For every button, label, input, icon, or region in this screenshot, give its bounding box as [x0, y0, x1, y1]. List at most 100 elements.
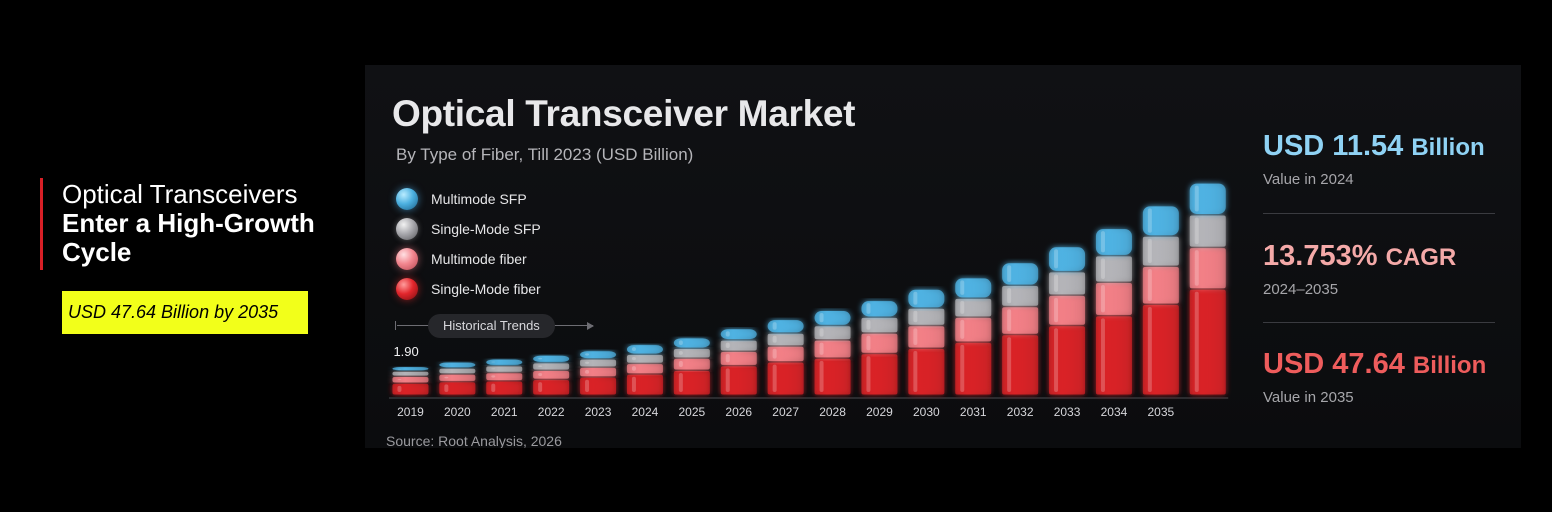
bar-2029 [861, 301, 898, 395]
bar-highlight [678, 350, 683, 355]
bar-highlight [1100, 258, 1105, 279]
bar-highlight [913, 291, 918, 305]
bar-highlight [397, 369, 402, 370]
bar-segment [1189, 248, 1226, 289]
x-tick-label: 2031 [960, 405, 987, 419]
bar-segment [580, 367, 617, 377]
bar-2032 [1002, 263, 1039, 395]
x-tick-label: 2032 [1007, 405, 1034, 419]
bar-segment [1049, 247, 1086, 271]
bar-segment [392, 371, 429, 376]
legend-swatch-icon [396, 188, 418, 210]
legend-item-single-mode-fiber: Single-Mode fiber [396, 274, 541, 304]
legend-item-multimode-fiber: Multimode fiber [396, 244, 541, 274]
bar-highlight [1007, 265, 1012, 282]
source-note: Source: Root Analysis, 2026 [386, 433, 562, 448]
bar-segment [814, 340, 851, 358]
bar-highlight [491, 361, 496, 363]
bar-segment [1095, 316, 1132, 395]
bar-2025 [673, 338, 710, 395]
bar-segment [861, 301, 898, 317]
stat-number: 13.753% [1263, 240, 1378, 272]
bar-segment [580, 377, 617, 395]
historical-trend-start-tick [395, 321, 396, 330]
bar-highlight [1194, 217, 1199, 245]
stat-value-2035: USD 47.64 Billion Value in 2035 [1263, 347, 1486, 406]
stat-headline: USD 47.64 Billion [1263, 347, 1486, 383]
bar-segment [673, 338, 710, 348]
stat-unit: Billion [1411, 134, 1485, 161]
bar-segment [1002, 335, 1039, 395]
bar-segment [580, 359, 617, 367]
bar-segment [1049, 295, 1086, 325]
bar-segment [533, 363, 570, 370]
bar-segment [955, 342, 992, 395]
legend-item-single-mode-sfp: Single-Mode SFP [396, 214, 541, 244]
bar-segment [486, 359, 523, 365]
x-tick-label: 2020 [444, 405, 471, 419]
bar-highlight [866, 303, 871, 314]
bar-2021 [486, 359, 523, 395]
bar-highlight [1194, 291, 1199, 392]
bar-segment [626, 345, 663, 354]
bar-segment [1142, 267, 1179, 304]
bar-highlight [725, 368, 730, 392]
stat-cagr: 13.753% CAGR 2024–2035 [1263, 239, 1456, 298]
bar-highlight [960, 300, 965, 314]
bar-segment [861, 354, 898, 395]
headline-bold: Enter a High-Growth Cycle [62, 208, 315, 267]
bar-segment [908, 289, 945, 308]
legend-swatch-icon [396, 248, 418, 270]
bar-highlight [1147, 208, 1152, 233]
bar-segment [908, 326, 945, 348]
bar-segment [955, 317, 992, 342]
x-tick-label: 2025 [678, 405, 705, 419]
bar-segment [1189, 215, 1226, 247]
bar-segment [439, 374, 476, 381]
bar-highlight [678, 340, 683, 345]
bar-segment [1142, 236, 1179, 266]
bar-segment [720, 340, 757, 351]
bar-highlight [772, 364, 777, 392]
bar-highlight [960, 344, 965, 392]
bar-highlight [1100, 284, 1105, 313]
bar-highlight [631, 357, 636, 361]
bar-highlight [772, 322, 777, 330]
bar-highlight [1007, 288, 1012, 304]
chart-card: Optical Transceiver Market By Type of Fi… [365, 65, 1521, 448]
bar-highlight [491, 368, 496, 370]
bar-segment [720, 366, 757, 395]
x-tick-label: 2026 [725, 405, 752, 419]
bar-highlight [960, 319, 965, 339]
bar-segment [814, 358, 851, 395]
bar-2031 [955, 278, 992, 395]
bar-2024 [626, 345, 663, 395]
stat-divider [1263, 213, 1495, 214]
stat-unit: Billion [1412, 352, 1487, 379]
bar-segment [1049, 326, 1086, 395]
x-tick-label: 2035 [1147, 405, 1174, 419]
bar-segment [626, 355, 663, 363]
bar-segment [720, 352, 757, 365]
stat-value-2024: USD 11.54 Billion Value in 2024 [1263, 129, 1485, 188]
x-tick-label: 2028 [819, 405, 846, 419]
legend-item-multimode-sfp: Multimode SFP [396, 184, 541, 214]
bar-highlight [1194, 250, 1199, 286]
stat-divider [1263, 322, 1495, 323]
data-label: 1.90 [393, 344, 418, 359]
bar-highlight [538, 372, 543, 377]
x-tick-label: 2033 [1054, 405, 1081, 419]
x-tick-label: 2022 [538, 405, 565, 419]
headline-light: Optical Transceivers [62, 179, 298, 209]
bar-highlight [1100, 231, 1105, 253]
bar-2022 [533, 355, 570, 395]
bar-segment [814, 311, 851, 325]
bar-segment [486, 373, 523, 381]
x-tick-label: 2034 [1101, 405, 1128, 419]
bar-highlight [866, 335, 871, 351]
bar-segment [1189, 183, 1226, 214]
bar-highlight [725, 342, 730, 348]
stat-headline: USD 11.54 Billion [1263, 129, 1485, 165]
historical-trends-pill: Historical Trends [428, 314, 555, 338]
bar-segment [908, 308, 945, 325]
